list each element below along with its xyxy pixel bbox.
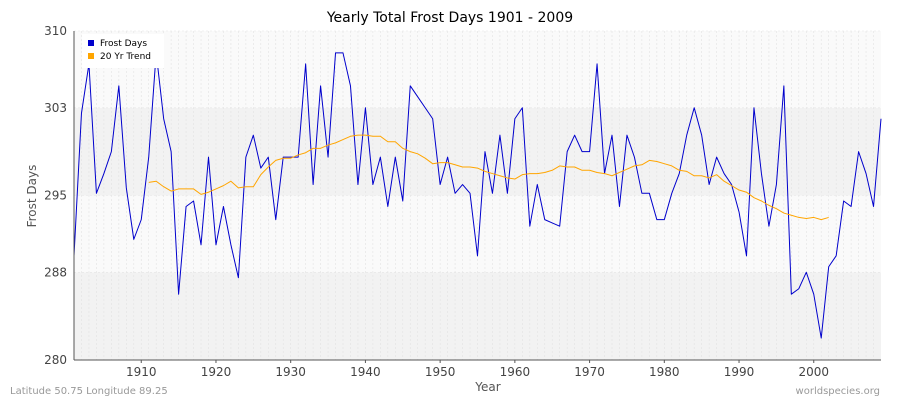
series-line-frost-days <box>73 52 882 339</box>
x-tick-label: 2000 <box>798 365 829 379</box>
x-tick-label: 1970 <box>574 365 605 379</box>
legend-box <box>82 34 164 68</box>
y-tick-label: 295 <box>44 189 67 203</box>
footer-source: worldspecies.org <box>796 386 880 397</box>
legend-swatch-trend <box>88 53 94 59</box>
x-axis-label: Year <box>474 380 500 394</box>
legend-label-trend: 20 Yr Trend <box>100 52 151 62</box>
x-tick-label: 1950 <box>425 365 456 379</box>
x-tick-label: 1980 <box>649 365 680 379</box>
legend-swatch-frost-days <box>88 40 94 46</box>
footer-coordinates: Latitude 50.75 Longitude 89.25 <box>10 386 168 397</box>
series-lines <box>73 52 882 339</box>
tick-labels: 1910 1920 1930 1940 1950 1960 1970 1980 1990 2000… <box>44 24 829 379</box>
y-axis-label: Frost Days <box>25 165 39 228</box>
axes <box>73 31 881 361</box>
x-tick-label: 1910 <box>126 365 157 379</box>
y-tick-label: 280 <box>44 353 67 367</box>
grid-lines <box>74 30 881 361</box>
x-tick-label: 1930 <box>275 365 306 379</box>
series-line-trend <box>148 134 829 221</box>
y-tick-label: 288 <box>44 265 67 279</box>
x-tick-label: 1990 <box>724 365 755 379</box>
y-tick-label: 310 <box>44 24 67 38</box>
chart-title: Yearly Total Frost Days 1901 - 2009 <box>326 10 573 26</box>
x-tick-label: 1920 <box>201 365 232 379</box>
legend: Frost Days 20 Yr Trend <box>82 34 164 68</box>
legend-label-frost-days: Frost Days <box>100 39 147 49</box>
y-tick-label: 303 <box>44 101 67 115</box>
x-tick-label: 1960 <box>500 365 531 379</box>
x-tick-label: 1940 <box>350 365 381 379</box>
